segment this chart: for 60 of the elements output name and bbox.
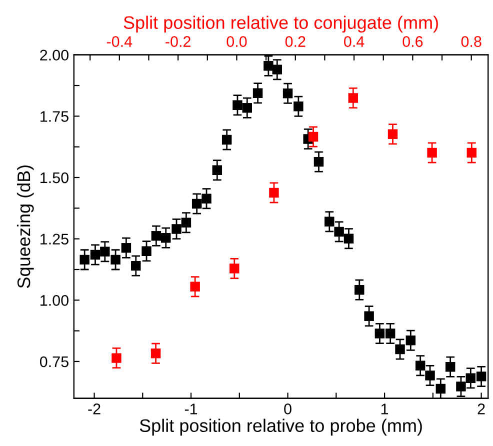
point — [212, 165, 222, 176]
point — [80, 254, 90, 265]
point — [415, 360, 426, 371]
y-tick-label: 0.75 — [40, 356, 68, 368]
point — [445, 362, 456, 372]
point — [364, 311, 374, 321]
point — [425, 370, 435, 380]
point — [272, 64, 282, 74]
point — [385, 328, 396, 338]
point — [334, 226, 344, 237]
point — [192, 198, 202, 209]
point — [131, 260, 141, 271]
x2-tick-label: -0.4 — [106, 36, 132, 47]
point — [476, 372, 486, 382]
x-tick-label: -2 — [88, 404, 100, 414]
point — [121, 243, 132, 253]
point — [232, 100, 242, 110]
x-tick-label: -1 — [184, 404, 198, 414]
x2-tick-label: -0.2 — [166, 36, 190, 47]
point — [436, 384, 446, 394]
point — [456, 382, 466, 392]
point — [161, 232, 171, 243]
point — [252, 88, 263, 98]
point — [264, 61, 274, 71]
x-tick-label: 1 — [381, 404, 388, 414]
y-tick-label: 2.00 — [40, 50, 68, 61]
y-tick-label: 1.75 — [40, 111, 68, 122]
point — [344, 234, 354, 244]
x2-axis-title: Split position relative to conjugate (mm) — [124, 16, 438, 33]
point — [282, 88, 293, 98]
point — [90, 250, 100, 260]
x2-tick-label: 0.4 — [344, 36, 364, 47]
y-tick-label: 1.50 — [40, 172, 68, 184]
x-tick-label: 0 — [284, 404, 292, 414]
point — [151, 231, 162, 241]
point — [242, 102, 252, 113]
y-tick-label: 1.25 — [40, 234, 68, 245]
x2-tick-label: 0.6 — [402, 36, 423, 47]
point — [324, 216, 334, 227]
x-axis-title: Split position relative to probe (mm) — [140, 418, 422, 436]
point — [222, 134, 232, 145]
x2-tick-label: 0.8 — [461, 36, 482, 47]
x2-tick-label: 0.0 — [226, 36, 247, 47]
point — [172, 224, 182, 234]
point — [466, 373, 476, 384]
point — [395, 344, 405, 354]
point — [142, 246, 152, 256]
point — [294, 102, 304, 112]
point — [202, 194, 212, 204]
point — [100, 246, 110, 256]
y-axis-title: Squeezing (dB) — [16, 165, 34, 288]
x2-tick-label: 0.2 — [285, 36, 306, 47]
point — [314, 156, 324, 167]
point — [406, 336, 416, 346]
point — [354, 284, 364, 295]
point — [110, 254, 120, 265]
y-tick-label: 1.00 — [40, 295, 68, 306]
point — [181, 218, 192, 228]
point — [374, 328, 385, 338]
x-tick-label: 2 — [478, 404, 485, 414]
